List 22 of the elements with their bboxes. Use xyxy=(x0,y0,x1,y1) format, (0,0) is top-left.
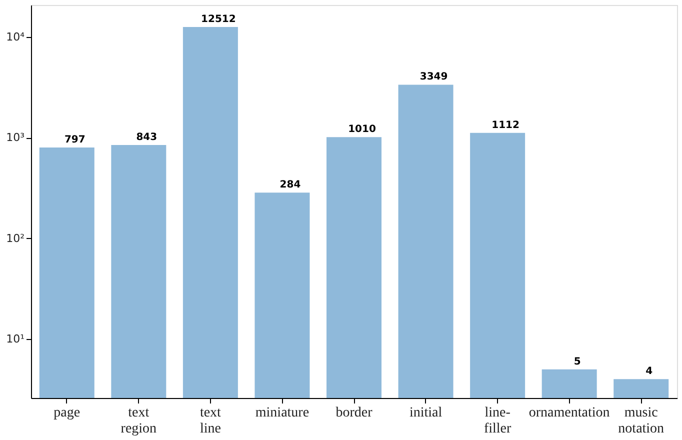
x-tick-label: ornamentation xyxy=(528,406,610,420)
y-tick-label: 10³ xyxy=(6,131,24,144)
x-tick-label: border xyxy=(336,406,373,420)
y-tick-label: 10² xyxy=(6,232,24,245)
x-tick-label: line- filler xyxy=(484,406,512,436)
x-tick-label: text region xyxy=(120,406,157,436)
data-label: 843 xyxy=(136,132,158,144)
data-label: 12512 xyxy=(201,14,236,26)
data-label: 1010 xyxy=(348,124,376,136)
x-tick-label: music notation xyxy=(618,406,664,436)
data-label: 3349 xyxy=(420,72,448,83)
y-tick-label: 10⁴ xyxy=(6,30,26,44)
data-label: 284 xyxy=(280,180,301,191)
data-label: 797 xyxy=(64,134,86,146)
data-label: 5 xyxy=(574,356,581,368)
x-tick-label: page xyxy=(54,406,80,420)
x-tick-label: text line xyxy=(200,406,222,436)
y-tick-label: 10¹ xyxy=(6,332,24,346)
data-label: 4 xyxy=(646,366,653,378)
x-tick-label: initial xyxy=(409,406,442,420)
data-label: 1112 xyxy=(492,120,520,131)
x-tick-label: miniature xyxy=(255,406,310,420)
